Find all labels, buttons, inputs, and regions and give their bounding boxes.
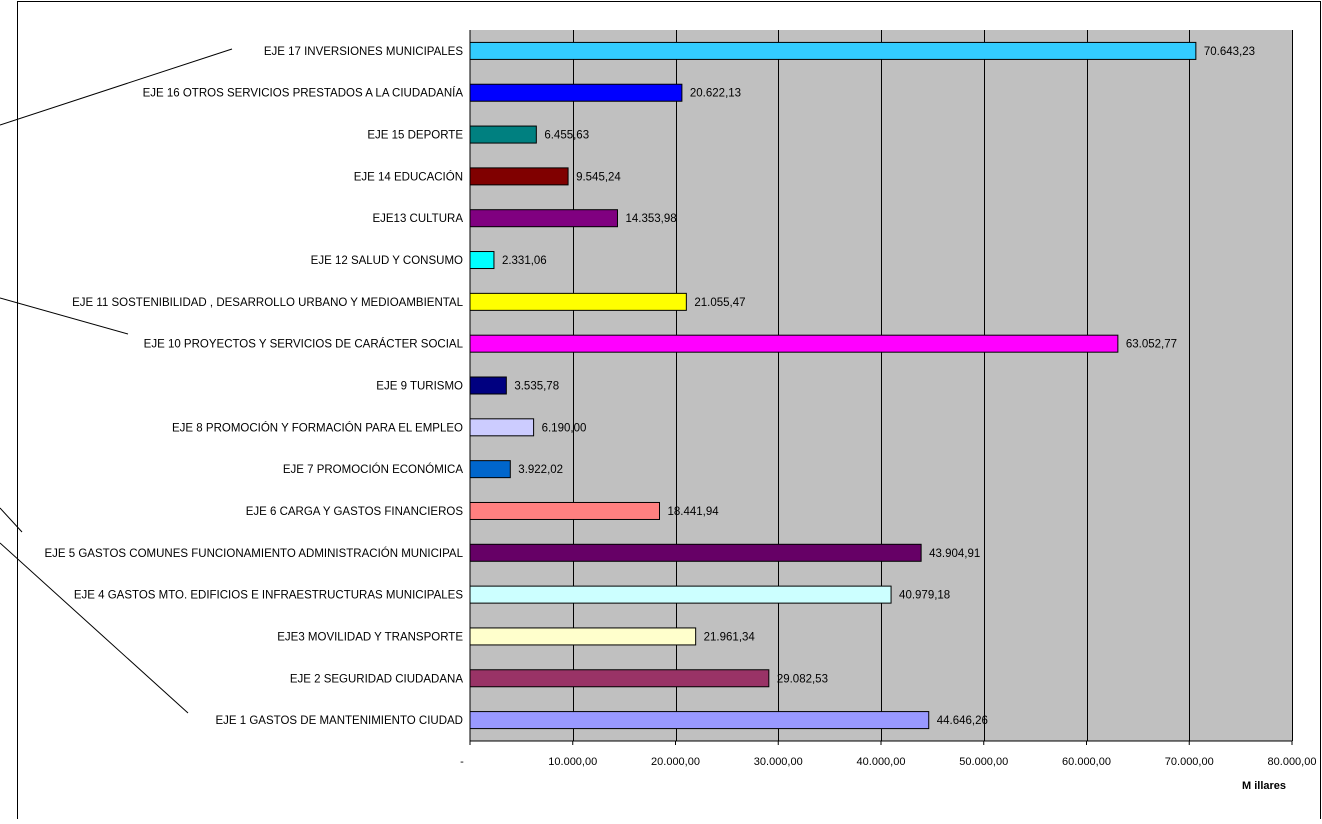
bar (469, 501, 660, 520)
x-tick-label: 40.000,00 (857, 756, 906, 768)
bar (469, 292, 687, 311)
data-label: 14.353,98 (625, 213, 676, 225)
leader-line (0, 297, 129, 335)
category-label: EJE 10 PROYECTOS Y SERVICIOS DE CARÁCTER… (144, 338, 464, 351)
data-label: 21.961,34 (704, 631, 756, 643)
bar (469, 711, 930, 730)
category-label: EJE 15 DEPORTE (367, 130, 463, 142)
bar (469, 460, 511, 479)
x-axis-title: M illares (1242, 780, 1286, 792)
category-label: EJE 16 OTROS SERVICIOS PRESTADOS A LA CI… (143, 87, 464, 100)
x-tick-label: 50.000,00 (959, 756, 1008, 768)
leader-line (0, 507, 23, 533)
data-label: 29.082,53 (777, 673, 828, 685)
leader-lines (0, 48, 233, 714)
data-label: 3.535,78 (514, 381, 559, 393)
bar (469, 167, 569, 186)
bar (469, 125, 537, 144)
category-label: EJE 8 PROMOCIÓN Y FORMACIÓN PARA EL EMPL… (172, 421, 463, 434)
x-tick-label: 10.000,00 (548, 756, 597, 768)
x-tick-label: 20.000,00 (651, 756, 700, 768)
category-label: EJE 7 PROMOCIÓN ECONÓMICA (283, 463, 464, 476)
bar (469, 41, 1197, 60)
bar (469, 83, 683, 102)
bar (469, 418, 535, 437)
x-tick-label: 30.000,00 (754, 756, 803, 768)
bar (469, 585, 892, 604)
data-label: 40.979,18 (899, 590, 950, 602)
grid-lines (573, 30, 1293, 741)
category-label: EJE 9 TURISMO (376, 381, 463, 393)
category-label: EJE 5 GASTOS COMUNES FUNCIONAMIENTO ADMI… (44, 547, 463, 560)
category-label: EJE13 CULTURA (372, 213, 463, 225)
data-label: 9.545,24 (576, 171, 621, 183)
leader-line (0, 48, 233, 126)
leader-line (0, 542, 189, 714)
bar (469, 334, 1119, 353)
category-label: EJE3 MOVILIDAD Y TRANSPORTE (277, 631, 463, 643)
data-label: 63.052,77 (1126, 339, 1177, 351)
category-labels: EJE 17 INVERSIONES MUNICIPALES EJE 16 OTR… (44, 46, 463, 727)
x-tick-labels: - 10.000,00 20.000,00 30.000,00 40.000,00 50.… (460, 741, 1316, 768)
category-label: EJE 12 SALUD Y CONSUMO (311, 255, 463, 267)
bar (469, 669, 770, 688)
bar (469, 627, 697, 646)
data-label: 44.646,26 (937, 715, 988, 727)
bar (469, 209, 618, 228)
data-label: 2.331,06 (502, 255, 547, 267)
bars (469, 41, 1197, 730)
category-label: EJE 14 EDUCACIÓN (354, 170, 463, 183)
category-label: EJE 17 INVERSIONES MUNICIPALES (264, 46, 464, 58)
data-label: 6.455,63 (544, 130, 589, 142)
category-label: EJE 11 SOSTENIBILIDAD , DESARROLLO URBAN… (72, 297, 463, 309)
bar (469, 251, 495, 270)
data-label: 43.904,91 (929, 548, 980, 560)
data-label: 21.055,47 (694, 297, 745, 309)
data-label: 18.441,94 (667, 506, 719, 518)
bar (469, 543, 922, 562)
data-label: 3.922,02 (518, 464, 563, 476)
x-tick-label: 60.000,00 (1062, 756, 1111, 768)
data-label: 20.622,13 (690, 88, 741, 100)
category-label: EJE 6 CARGA Y GASTOS FINANCIEROS (246, 506, 464, 518)
x-tick-label: 80.000,00 (1268, 756, 1317, 768)
category-label: EJE 2 SEGURIDAD CIUDADANA (290, 673, 464, 685)
data-label: 6.190,00 (542, 422, 587, 434)
x-tick-label: - (460, 756, 464, 768)
category-label: EJE 4 GASTOS MTO. EDIFICIOS E INFRAESTRU… (74, 590, 463, 602)
category-label: EJE 1 GASTOS DE MANTENIMIENTO CIUDAD (215, 715, 463, 727)
bar (469, 376, 507, 395)
data-labels: 70.643,23 20.622,13 6.455,63 9.545,24 14.353… (502, 46, 1255, 727)
x-tick-label: 70.000,00 (1165, 756, 1214, 768)
data-label: 70.643,23 (1204, 46, 1255, 58)
